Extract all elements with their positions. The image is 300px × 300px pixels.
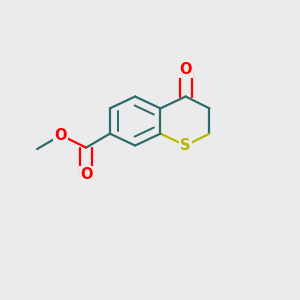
Text: O: O — [179, 62, 192, 77]
Text: S: S — [180, 138, 191, 153]
Text: O: O — [80, 167, 92, 182]
Text: O: O — [55, 128, 67, 142]
